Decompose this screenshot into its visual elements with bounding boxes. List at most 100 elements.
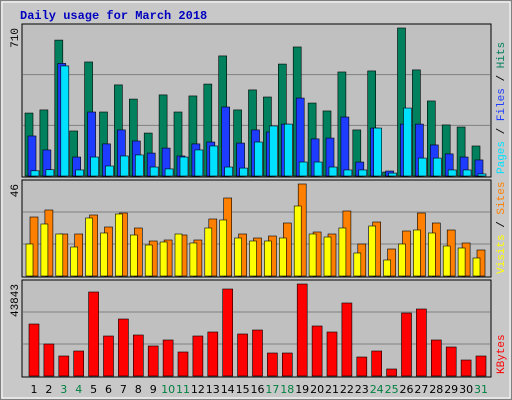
legend-entry: Pages [496,141,508,174]
bar [224,166,233,177]
bar [413,229,421,277]
bar [264,240,272,277]
bar [401,312,412,377]
bar [177,351,189,377]
bar [149,166,159,177]
bar [204,227,213,277]
bar [239,167,248,177]
x-tick-label: 5 [90,383,97,396]
bar [55,233,64,277]
bar [118,318,129,377]
legend-separator: / [496,68,508,88]
x-tick-label: 2 [45,383,52,396]
legend-entry: Hits [496,42,508,68]
bar [278,237,287,277]
bar [219,219,227,277]
bar [73,350,84,377]
x-tick-label: 10 [161,383,175,396]
bar [135,154,144,177]
x-tick-label: 13 [206,383,220,396]
bar [341,302,353,377]
bar [328,166,338,177]
bar [311,325,323,377]
legend-entry: Sites [496,182,508,215]
bar [326,331,338,377]
x-tick-label: 27 [414,383,428,396]
bar [383,259,391,277]
bar [254,141,263,177]
bar [457,247,466,277]
x-tick-label: 26 [400,383,414,396]
bar [373,127,383,177]
x-tick-label: 3 [60,383,67,396]
x-tick-label: 14 [221,383,235,396]
legend: Visits / Sites [496,182,508,274]
bar [368,225,377,277]
bar [237,333,248,377]
bar [189,242,198,277]
bar [462,169,472,177]
bar [293,205,302,277]
x-tick-label: 19 [295,383,309,396]
x-tick-label: 24 [370,383,384,396]
x-tick-label: 21 [325,383,339,396]
x-tick-label: 17 [265,383,279,396]
bar [221,106,230,177]
bar [194,149,204,177]
bar [447,169,457,177]
bar [445,346,457,377]
bar [460,359,472,377]
bar [133,334,144,377]
legend: KBytes [496,334,508,374]
bar [430,339,442,377]
bar [70,246,78,277]
bar [296,283,308,377]
x-tick-label: 18 [280,383,294,396]
bar [416,308,427,377]
x-tick-label: 31 [474,383,488,396]
x-tick-label: 7 [120,383,127,396]
bar [144,244,153,277]
x-tick-label: 11 [176,383,190,396]
bar [386,368,397,377]
bar [192,335,204,377]
bar [338,227,347,277]
x-tick-label: 8 [135,383,142,396]
x-tick-label: 23 [355,383,369,396]
bar [85,217,93,277]
bar [475,355,487,377]
bar [147,345,159,377]
bar [398,243,406,277]
bar [179,156,189,177]
bar [313,161,323,177]
bar [90,156,99,177]
bar [371,350,383,377]
bar [209,145,219,177]
y-tick-label: 710 [10,28,22,48]
bar [474,159,484,177]
bar [343,169,353,177]
x-tick-label: 4 [75,383,82,396]
bar [353,252,362,277]
bar [130,234,138,277]
bar [164,168,174,177]
x-tick-label: 6 [105,383,112,396]
bar [45,169,55,177]
bar [388,172,397,177]
legend-entry: Files [496,88,508,121]
bar [283,123,293,177]
bar [103,335,114,377]
bar [159,241,168,277]
bar [358,169,368,177]
bar [100,232,108,277]
x-tick-label: 28 [429,383,443,396]
x-tick-label: 22 [340,383,354,396]
x-tick-label: 25 [385,383,399,396]
bar [418,157,427,177]
x-tick-label: 12 [191,383,205,396]
y-tick-label: 43843 [10,284,22,317]
x-tick-label: 1 [31,383,38,396]
bar [234,237,242,277]
bar [88,291,99,377]
